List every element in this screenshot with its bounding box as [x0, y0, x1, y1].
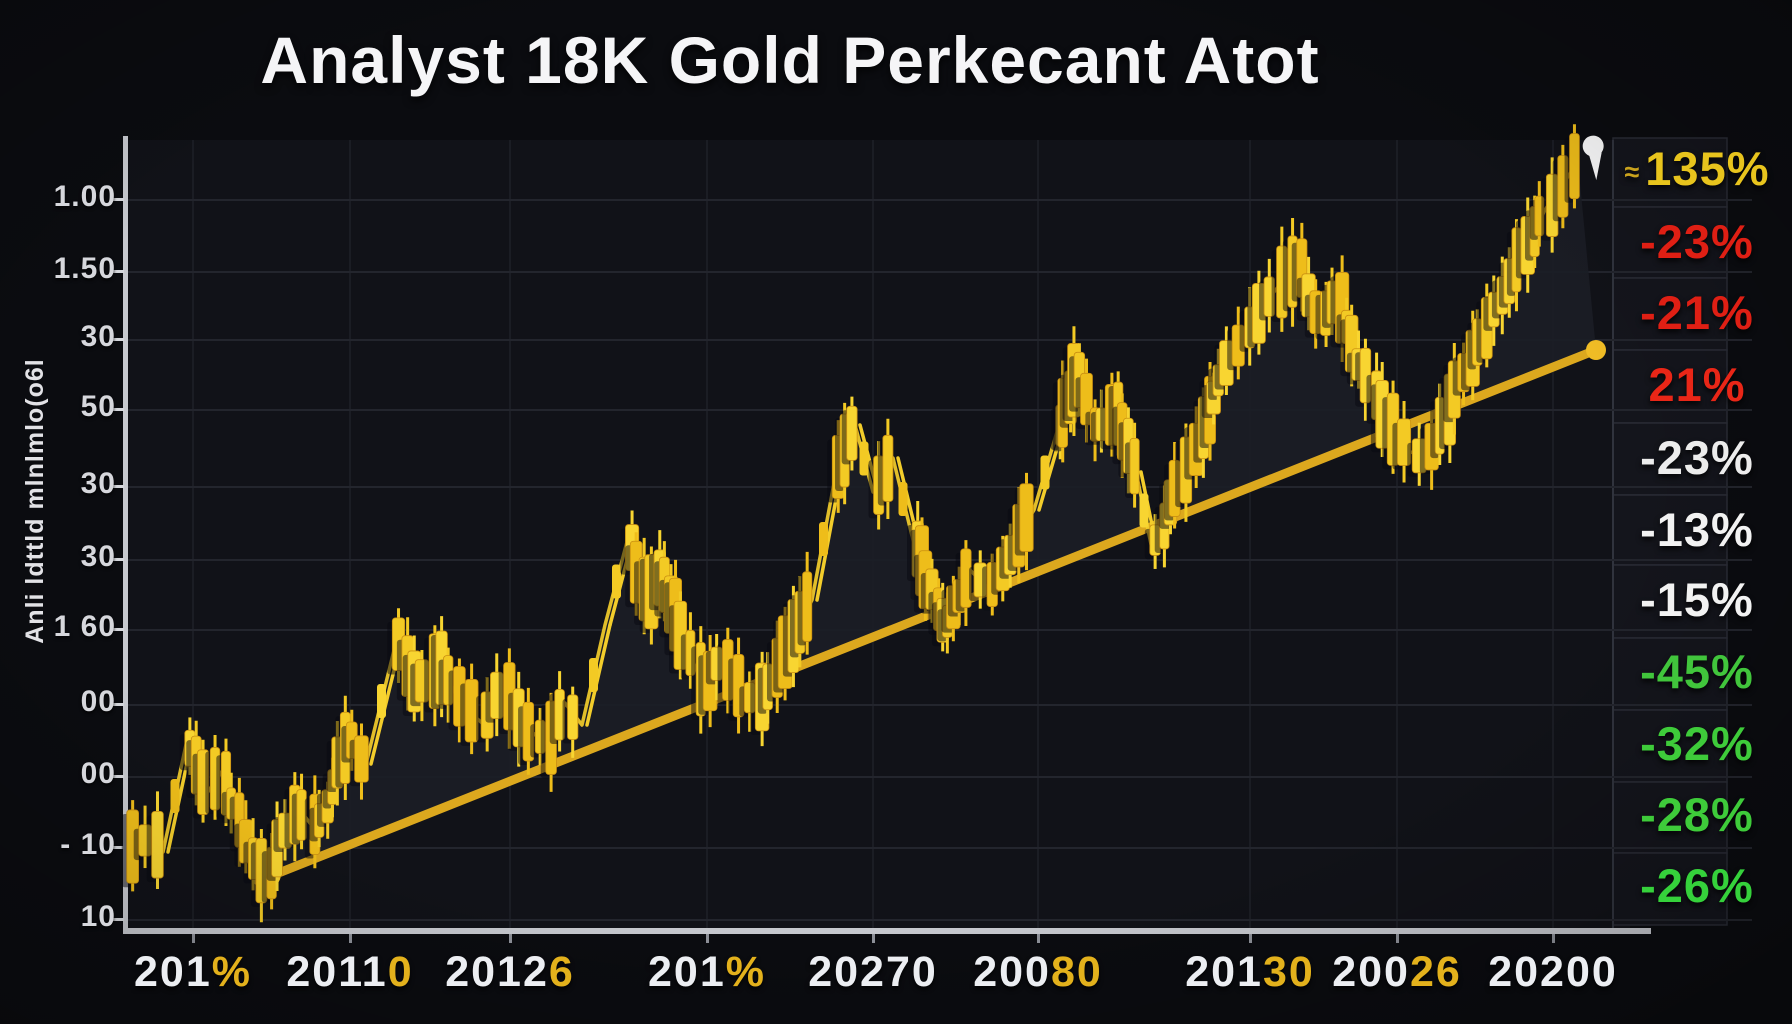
x-axis-label-part: 201 — [134, 948, 212, 996]
x-axis-label-part: 6 — [548, 948, 575, 996]
x-axis-label: 201% — [648, 948, 766, 997]
y-axis-label: 00 — [80, 685, 116, 718]
percent-label-text: -23% — [1640, 431, 1754, 484]
x-axis-label-part: 80 — [1050, 948, 1103, 996]
x-axis-label-part: 20270 — [808, 948, 938, 996]
x-axis-label: 20026 — [1332, 948, 1462, 997]
horizontal-gridlines — [128, 199, 1752, 921]
x-axis-label-part: 201 — [648, 948, 726, 996]
percent-label-text: 21% — [1648, 358, 1746, 411]
y-axis-label: 1 60 — [53, 610, 116, 643]
x-axis-label-part: 30 — [1262, 948, 1315, 996]
y-axis-label: 1.00 — [53, 180, 116, 213]
x-axis-label-part: % — [211, 948, 252, 996]
x-axis-label: 20270 — [808, 948, 938, 997]
x-axis-label: 20130 — [1185, 948, 1315, 997]
x-axis-label-part: 200 — [973, 948, 1051, 996]
x-axis-label-part: 20200 — [1488, 948, 1618, 996]
percent-label-text: -26% — [1640, 859, 1754, 912]
percent-label-text: 135% — [1645, 142, 1770, 195]
percent-label: -23% — [1616, 430, 1778, 485]
percent-label: -26% — [1616, 858, 1778, 913]
x-axis-label-part: % — [725, 948, 766, 996]
percent-label: -13% — [1616, 502, 1778, 557]
percent-label: -28% — [1616, 787, 1778, 842]
percent-label-text: -21% — [1640, 286, 1754, 339]
x-axis-label: 20110 — [286, 948, 413, 997]
percent-label: ≈135% — [1616, 141, 1778, 196]
trendline-end-dot — [1586, 340, 1606, 360]
y-axis-label: 30 — [80, 540, 116, 573]
percent-label: 21% — [1616, 357, 1778, 412]
pin-icon — [1582, 135, 1604, 181]
y-axis-label: 00 — [80, 757, 116, 790]
percent-label-text: -28% — [1640, 788, 1754, 841]
y-axis-line — [123, 136, 128, 934]
x-axis-label-part: 2011 — [286, 948, 388, 996]
x-axis-label-part: 200 — [1332, 948, 1410, 996]
y-axis-label: 10 — [80, 900, 116, 933]
chart-title: Analyst 18K Gold Perkecant Atot — [260, 23, 1320, 97]
x-axis-label-part: 0 — [387, 948, 414, 996]
x-axis-label-part: 2012 — [445, 948, 549, 996]
y-axis-label: 1.50 — [53, 252, 116, 285]
percent-column-panels — [1612, 137, 1728, 930]
percent-label: -45% — [1616, 644, 1778, 699]
x-axis-line — [123, 928, 1651, 934]
percent-label: -21% — [1616, 285, 1778, 340]
y-axis-label: 50 — [80, 390, 116, 423]
percent-label: -15% — [1616, 572, 1778, 627]
y-axis-label: 30 — [80, 467, 116, 500]
percent-label: -23% — [1616, 214, 1778, 269]
x-axis-label: 20126 — [445, 948, 575, 997]
percent-label-text: -15% — [1640, 573, 1754, 626]
candles — [121, 124, 1580, 923]
percent-label-text: -45% — [1640, 645, 1754, 698]
x-axis-label-part: 201 — [1185, 948, 1263, 996]
percent-label-text: -32% — [1640, 717, 1754, 770]
x-axis-label-part: 26 — [1409, 948, 1462, 996]
percent-label-text: -13% — [1640, 503, 1754, 556]
y-axis-label: - 10 — [60, 828, 116, 861]
percent-label: -32% — [1616, 716, 1778, 771]
x-axis-label: 20080 — [973, 948, 1103, 997]
approx-dash-icon: ≈ — [1624, 157, 1641, 188]
y-axis-label: 30 — [80, 320, 116, 353]
x-axis-label: 20200 — [1488, 948, 1618, 997]
axis-ticks — [113, 198, 1555, 943]
x-axis-label: 201% — [134, 948, 252, 997]
percent-label-text: -23% — [1640, 215, 1754, 268]
